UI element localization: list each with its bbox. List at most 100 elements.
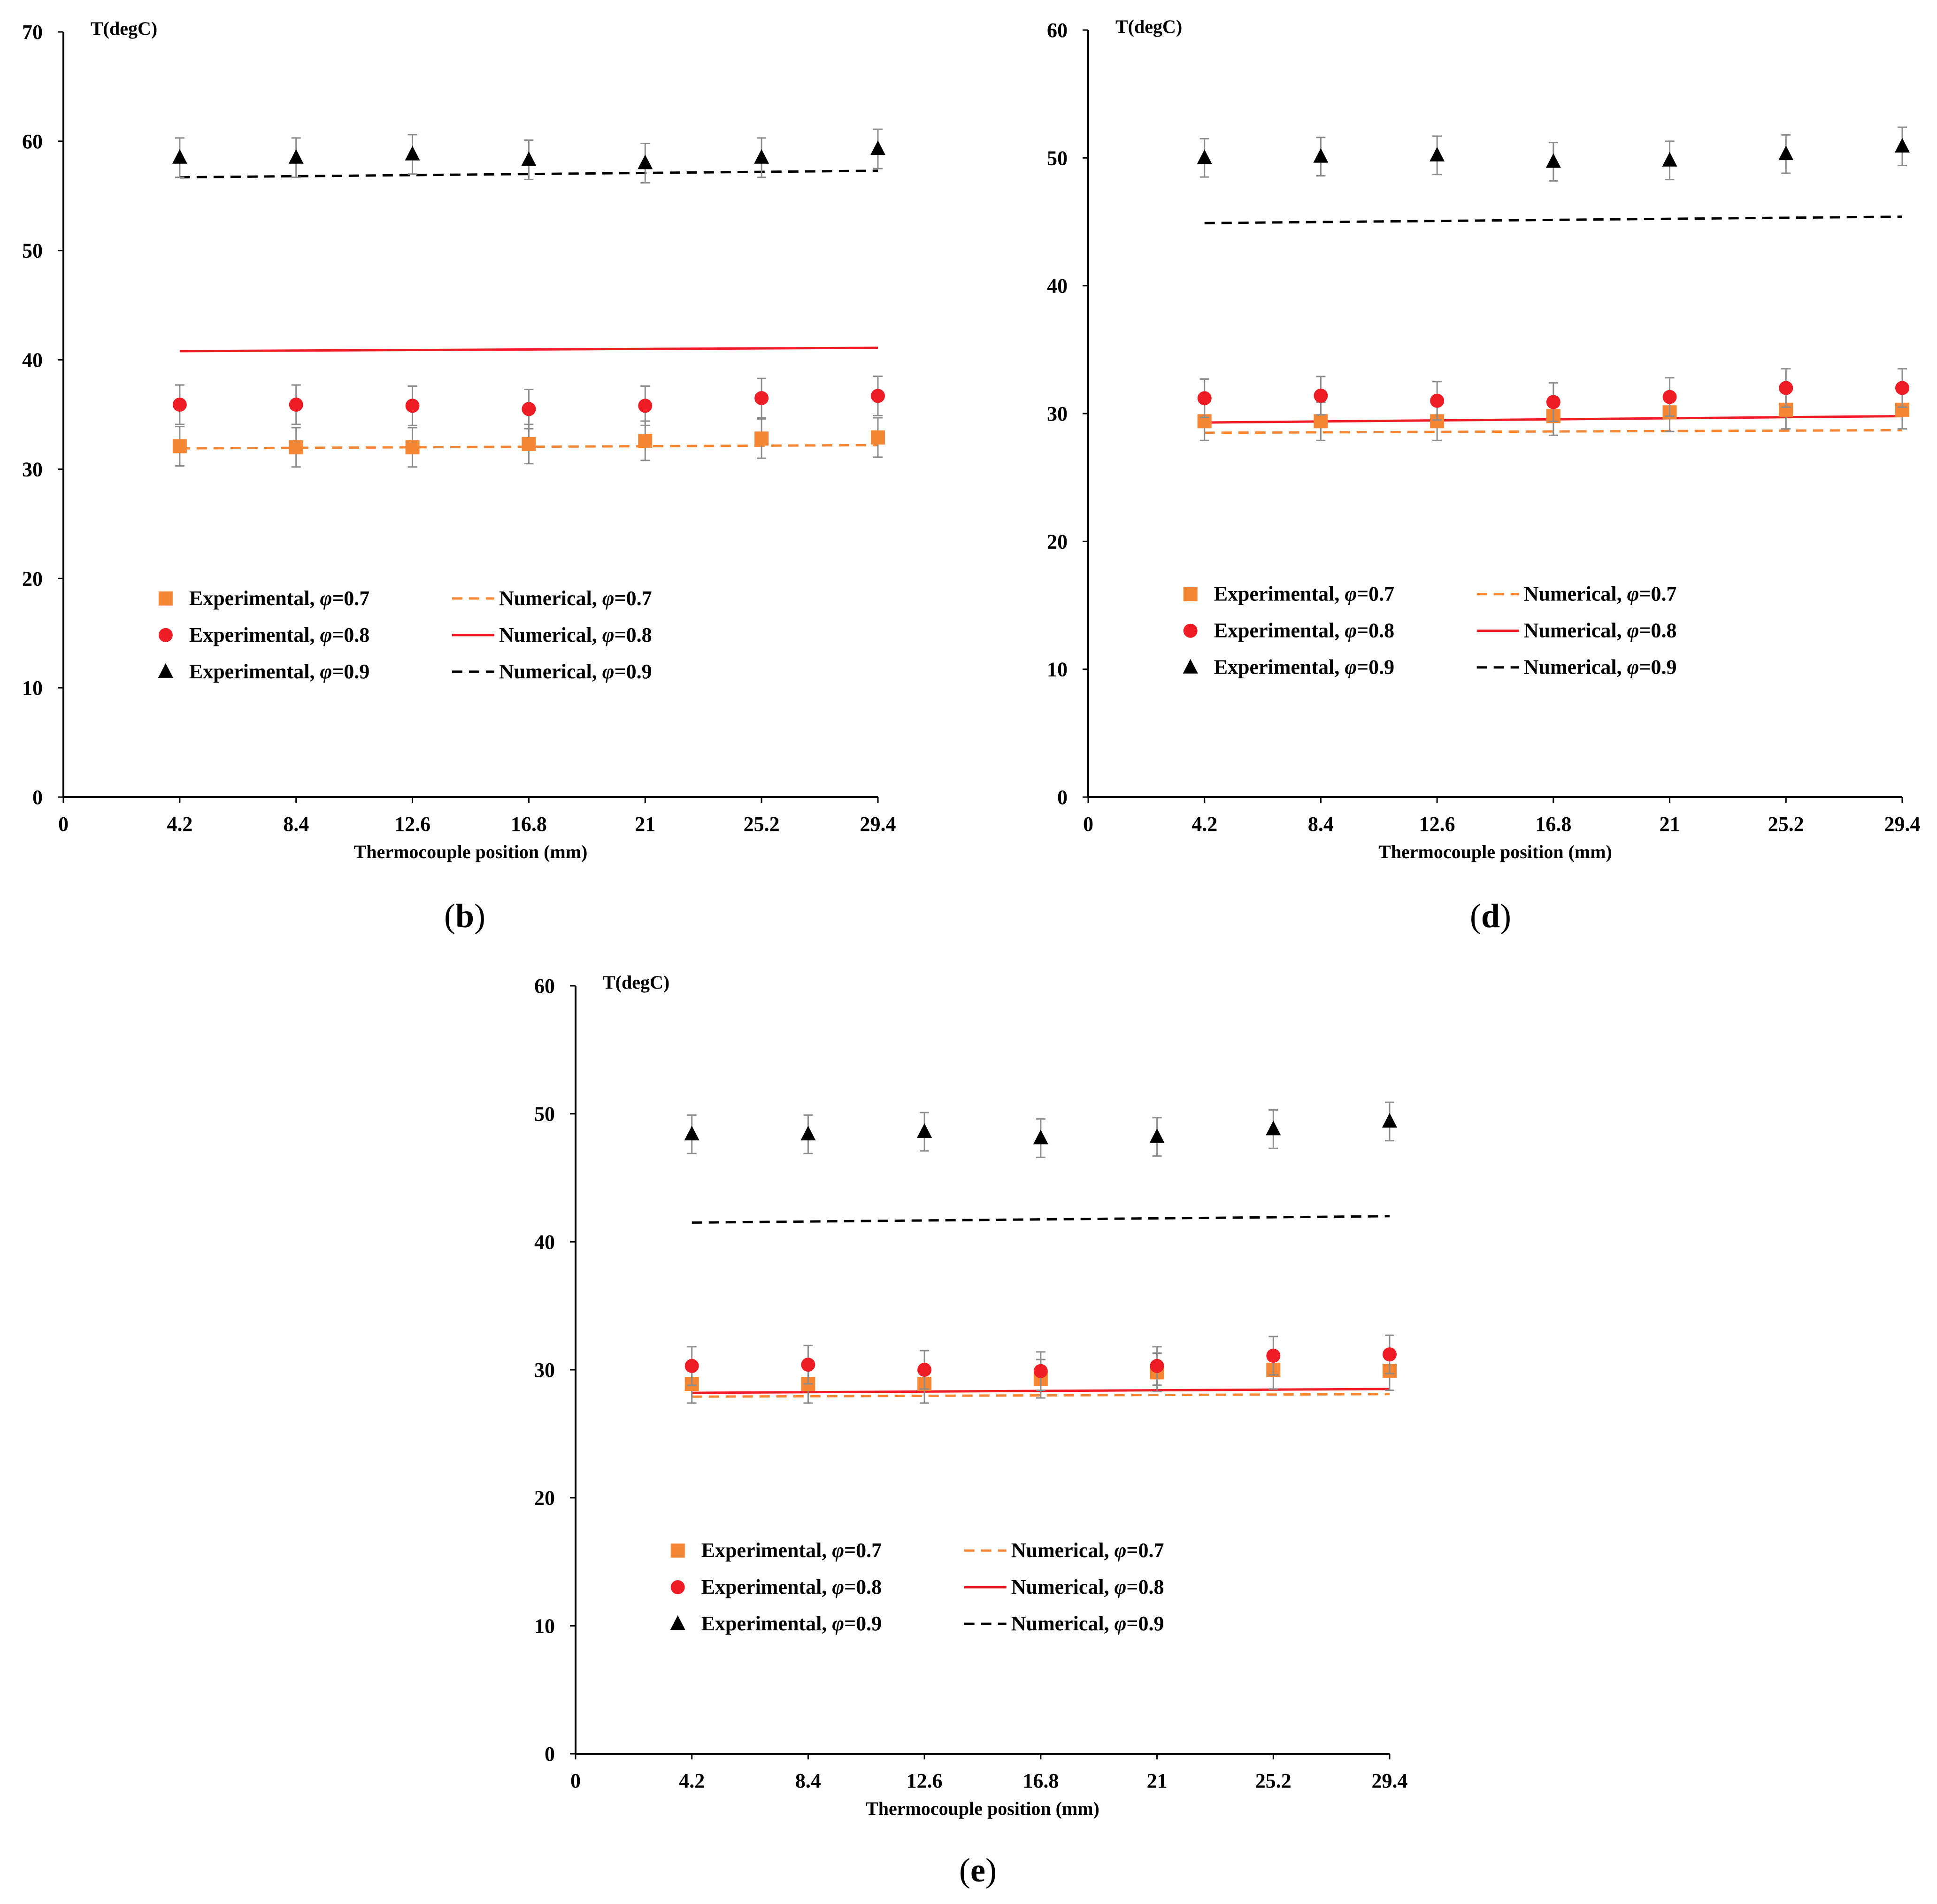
data-point-phi08 [917, 1363, 932, 1377]
x-axis-label: Thermocouple position (mm) [354, 841, 588, 862]
legend-label: Numerical, φ=0.9 [1011, 1612, 1164, 1635]
legend-label: Numerical, φ=0.7 [499, 587, 652, 610]
legend-label: Experimental, φ=0.9 [1214, 656, 1394, 679]
data-point-phi09 [754, 149, 769, 164]
data-point-phi08 [1546, 395, 1560, 409]
numerical-line-phi09 [692, 1215, 1390, 1224]
legend-label: Experimental, φ=0.9 [189, 660, 369, 683]
data-point-phi08 [1430, 393, 1445, 408]
data-point-phi07 [405, 440, 420, 454]
legend-label: Numerical, φ=0.7 [1524, 583, 1677, 606]
data-point-phi09 [1149, 1128, 1165, 1143]
x-tick-label: 16.8 [1535, 813, 1571, 836]
y-tick-label: 40 [1047, 275, 1068, 298]
y-tick-label: 0 [1057, 786, 1068, 809]
data-point-phi08 [801, 1358, 815, 1372]
y-axis-label: T(degC) [603, 972, 669, 993]
x-tick-label: 12.6 [907, 1769, 943, 1792]
numerical-line-phi07 [1204, 429, 1903, 434]
data-point-phi09 [870, 140, 885, 155]
data-point-phi08 [638, 399, 653, 413]
data-point-phi09 [1197, 149, 1212, 164]
x-axis-label: Thermocouple position (mm) [866, 1798, 1099, 1819]
legend-label: Experimental, φ=0.8 [701, 1575, 882, 1598]
data-point-phi08 [754, 391, 769, 406]
legend-label: Numerical, φ=0.7 [1011, 1539, 1164, 1562]
data-point-phi08 [1383, 1347, 1397, 1362]
y-tick-label: 20 [22, 567, 43, 590]
y-tick-label: 40 [22, 349, 43, 372]
y-tick-label: 50 [534, 1103, 555, 1126]
x-tick-label: 21 [1147, 1769, 1168, 1792]
numerical-line-phi09 [1204, 215, 1903, 224]
experimental-series-phi09 [684, 1101, 1397, 1158]
experimental-series-phi08 [172, 376, 885, 430]
data-point-phi08 [1895, 381, 1909, 395]
legend-marker-phi08 [1183, 623, 1198, 638]
x-tick-label: 8.4 [1308, 813, 1334, 836]
data-point-phi08 [1197, 391, 1212, 406]
x-tick-label: 16.8 [511, 813, 547, 836]
data-point-phi08 [1779, 381, 1793, 395]
y-tick-label: 10 [534, 1614, 555, 1637]
legend-marker-phi07 [670, 1543, 685, 1558]
panel-caption: (d) [1470, 897, 1511, 935]
y-axis-label: T(degC) [1115, 16, 1182, 37]
data-point-phi07 [871, 430, 885, 445]
data-point-phi09 [800, 1126, 816, 1141]
legend: Experimental, φ=0.7 Experimental, φ=0.8 Ex… [158, 587, 652, 683]
x-tick-label: 0 [1083, 813, 1093, 836]
data-point-phi09 [1662, 152, 1677, 167]
legend-label: Numerical, φ=0.8 [1524, 619, 1677, 642]
legend-label: Numerical, φ=0.8 [1011, 1575, 1164, 1598]
experimental-series-phi08 [1197, 368, 1909, 422]
experimental-series-phi09 [1197, 126, 1910, 182]
x-tick-label: 0 [58, 813, 69, 836]
panel-caption: (e) [959, 1851, 997, 1889]
y-tick-label: 30 [534, 1359, 555, 1382]
y-tick-label: 30 [22, 458, 43, 481]
y-tick-label: 50 [22, 239, 43, 262]
experimental-series-phi09 [172, 128, 885, 184]
legend-marker-phi08 [158, 628, 173, 642]
y-tick-label: 60 [22, 130, 43, 153]
x-tick-label: 29.4 [1372, 1769, 1408, 1792]
y-tick-label: 0 [545, 1743, 555, 1766]
y-tick-label: 10 [1047, 658, 1068, 681]
data-point-phi08 [1314, 388, 1328, 403]
legend-label: Numerical, φ=0.9 [499, 660, 652, 683]
legend-marker-phi08 [670, 1580, 685, 1595]
data-point-phi09 [1266, 1121, 1281, 1136]
y-tick-label: 20 [534, 1487, 555, 1510]
y-tick-label: 70 [22, 21, 43, 44]
legend: Experimental, φ=0.7 Experimental, φ=0.8 Ex… [1183, 583, 1677, 679]
data-point-phi09 [1382, 1113, 1397, 1128]
data-point-phi07 [638, 433, 653, 448]
legend-label: Experimental, φ=0.7 [189, 587, 369, 610]
x-tick-label: 4.2 [679, 1769, 705, 1792]
y-tick-label: 50 [1047, 146, 1068, 169]
x-tick-label: 4.2 [1191, 813, 1217, 836]
data-point-phi09 [1313, 148, 1329, 163]
x-tick-label: 25.2 [1768, 813, 1804, 836]
x-tick-label: 21 [1660, 813, 1680, 836]
x-tick-label: 25.2 [744, 813, 780, 836]
panel-e: 0 10 20 30 40 50 60 0 4.2 8.4 12.6 16.8 21 25.2 29.4 T(… [534, 972, 1408, 1889]
y-tick-label: 0 [32, 786, 43, 809]
x-tick-label: 0 [570, 1769, 581, 1792]
y-tick-label: 60 [534, 975, 555, 998]
y-tick-label: 20 [1047, 530, 1068, 553]
legend: Experimental, φ=0.7 Experimental, φ=0.8 Ex… [670, 1539, 1164, 1635]
numerical-line-phi07 [692, 1393, 1390, 1398]
data-point-phi09 [1430, 146, 1445, 161]
data-point-phi09 [172, 149, 187, 164]
numerical-line-phi08 [179, 346, 878, 353]
data-point-phi09 [638, 154, 653, 169]
x-tick-label: 16.8 [1022, 1769, 1059, 1792]
data-point-phi07 [754, 431, 769, 446]
data-point-phi09 [405, 146, 420, 161]
legend-marker-phi09 [670, 1615, 685, 1630]
x-tick-label: 21 [635, 813, 655, 836]
panel-d: 0 10 20 30 40 50 60 0 4.2 8.4 12.6 16.8 21 25.2 29.4 T(… [1047, 16, 1921, 935]
